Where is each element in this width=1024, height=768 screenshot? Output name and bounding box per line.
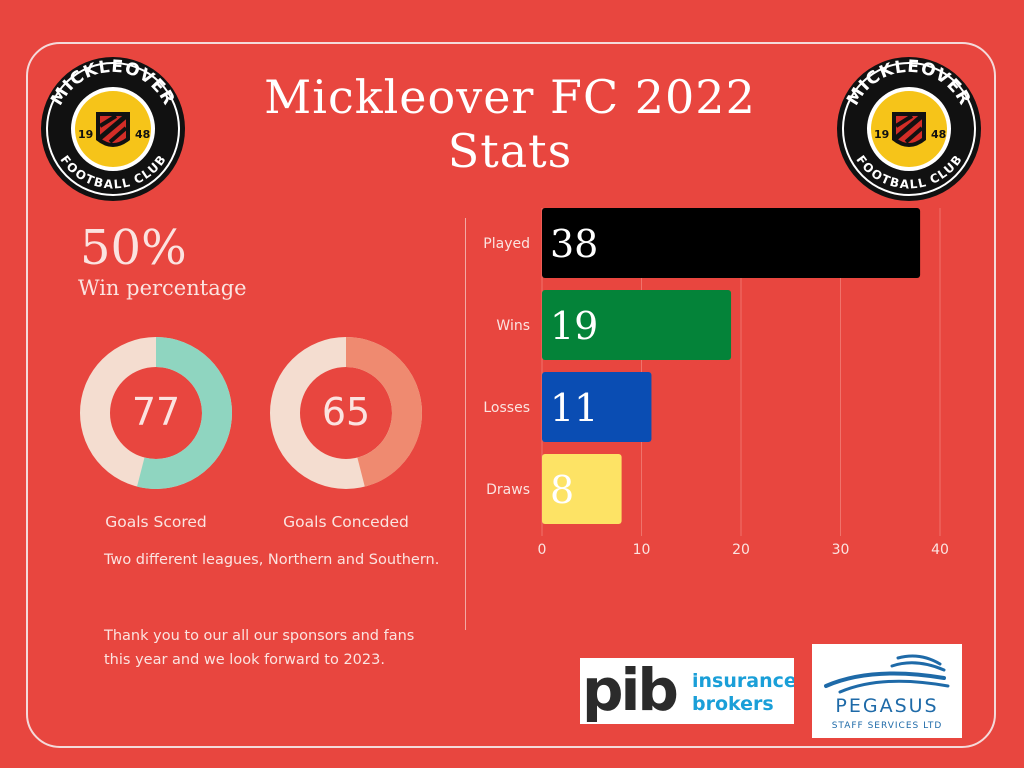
page-title: Mickleover FC 2022 Stats: [264, 70, 756, 178]
svg-text:48: 48: [931, 128, 946, 141]
category-label-played: Played: [483, 236, 530, 252]
content-frame: [26, 42, 996, 748]
data-label-wins: 19: [550, 304, 598, 348]
bar-wins: [542, 290, 732, 360]
goals-scored-label: Goals Scored: [105, 513, 207, 531]
goals-scored-donut: [80, 337, 232, 489]
data-label-played: 38: [550, 222, 598, 266]
x-tick-label: 40: [931, 542, 949, 558]
goals-scored-value: 77: [131, 390, 181, 434]
x-tick-label: 20: [732, 542, 750, 558]
goals-conceded-label: Goals Conceded: [283, 513, 409, 531]
category-label-losses: Losses: [483, 400, 530, 416]
pib-line-1: insurance: [692, 670, 794, 692]
pib-sponsor-logo: pib insurance brokers: [580, 658, 794, 724]
leagues-note: Two different leagues, Northern and Sout…: [104, 552, 440, 568]
data-label-losses: 11: [550, 386, 598, 430]
section-divider: [465, 218, 466, 630]
x-tick-label: 0: [538, 542, 547, 558]
pegasus-sponsor-logo: PEGASUS STAFF SERVICES LTD: [812, 644, 962, 738]
club-badge-left: 19 48 MICKLEOVER FOOTBALL CLUB: [41, 57, 185, 201]
bar-played: [542, 208, 921, 278]
pib-line-2: brokers: [692, 693, 774, 715]
pegasus-name: PEGASUS: [835, 695, 938, 717]
category-label-wins: Wins: [496, 318, 530, 334]
bar-draws: [542, 454, 622, 524]
x-tick-label: 10: [633, 542, 651, 558]
goals-conceded-donut: [270, 337, 422, 489]
goals-scored-arc: [80, 337, 232, 489]
svg-text:19: 19: [874, 128, 889, 141]
data-label-draws: 8: [550, 468, 574, 512]
bar-losses: [542, 372, 652, 442]
goals-conceded-arc: [270, 337, 422, 489]
win-percentage-value: 50%: [80, 220, 187, 276]
x-tick-label: 30: [832, 542, 850, 558]
pegasus-tagline: STAFF SERVICES LTD: [832, 721, 943, 731]
pib-wordmark: pib: [582, 658, 676, 724]
pegasus-wing-icon: [824, 654, 950, 694]
svg-text:19: 19: [78, 128, 93, 141]
results-bar-chart: 0 10 20 30 40 Played 38 Wins 19 Losses 11 Draws 8: [483, 208, 949, 558]
club-badge-right: 19 48 MICKLEOVER FOOTBALL CLUB: [837, 57, 981, 201]
category-label-draws: Draws: [486, 482, 530, 498]
thanks-note: Thank you to our all our sponsors and fa…: [104, 628, 415, 668]
goals-conceded-value: 65: [321, 390, 371, 434]
svg-text:48: 48: [135, 128, 150, 141]
win-percentage-label: Win percentage: [78, 276, 247, 300]
